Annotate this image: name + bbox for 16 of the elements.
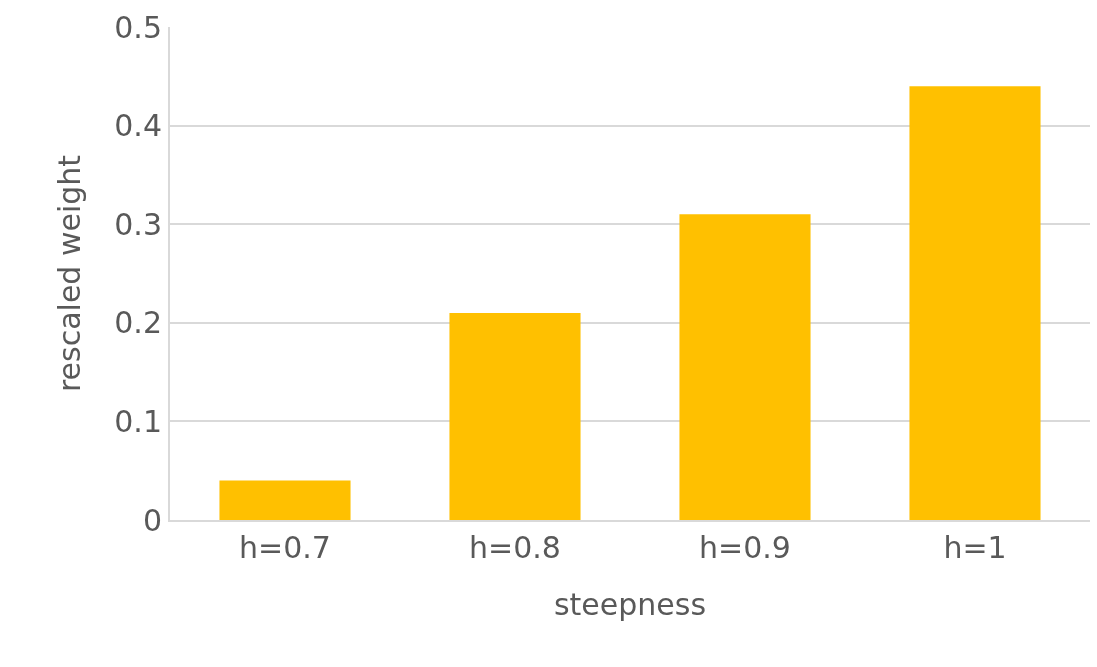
y-tick-label: 0.5 (114, 9, 162, 45)
x-tick-label: h=0.8 (469, 530, 561, 565)
y-axis-title: rescaled weight (51, 154, 87, 393)
y-tick-label: 0.1 (114, 403, 162, 439)
bar (449, 312, 581, 520)
bar (909, 86, 1041, 520)
y-tick-label: 0.2 (114, 305, 162, 341)
bar (219, 480, 351, 520)
y-tick-label: 0 (142, 502, 162, 538)
bar (679, 214, 811, 520)
x-tick-label: h=0.7 (239, 530, 331, 565)
x-tick-label: h=0.9 (699, 530, 791, 565)
y-tick-label: 0.4 (114, 108, 162, 144)
x-axis-title: steepness (553, 587, 707, 622)
x-tick-label: h=1 (943, 530, 1007, 565)
y-tick-label: 0.3 (114, 206, 162, 242)
